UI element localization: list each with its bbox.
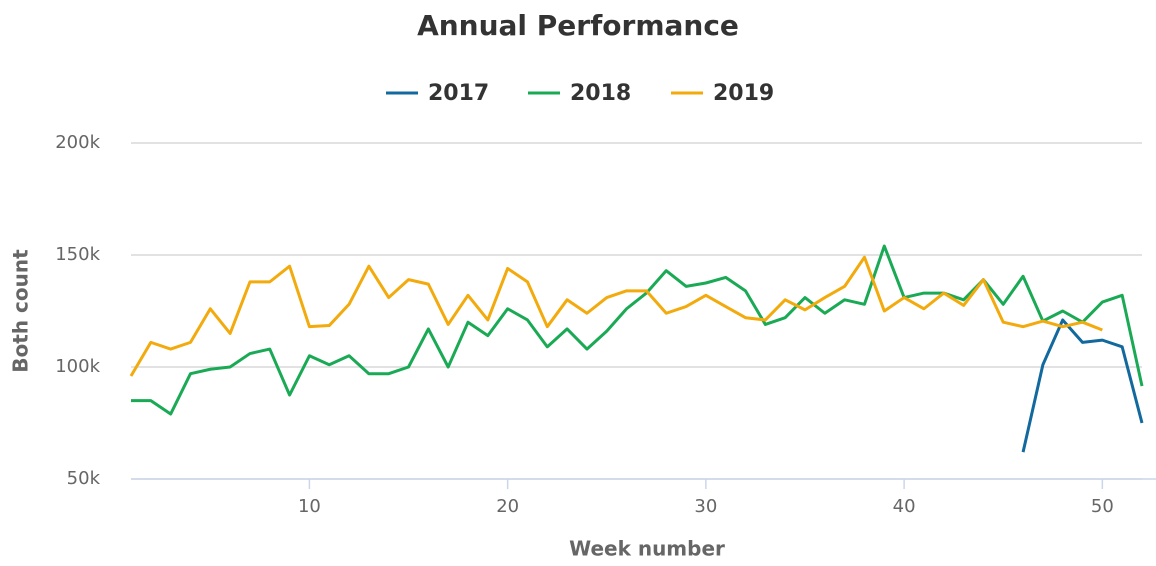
y-tick-label: 50k xyxy=(67,468,101,489)
legend-label: 2019 xyxy=(713,81,774,106)
legend-label: 2017 xyxy=(428,81,489,106)
line-series xyxy=(131,244,1144,416)
y-tick-label: 100k xyxy=(55,356,100,377)
x-tick-label: 50 xyxy=(1091,496,1114,517)
x-axis-label: Week number xyxy=(569,537,725,561)
chart-title: Annual Performance xyxy=(417,9,739,42)
line-series xyxy=(129,255,1103,377)
x-tick-label: 30 xyxy=(694,496,717,517)
x-tick-label: 40 xyxy=(893,496,916,517)
y-axis-label: Both count xyxy=(9,249,33,373)
x-tick-label: 10 xyxy=(298,496,321,517)
x-tick-label: 20 xyxy=(496,496,519,517)
line-series xyxy=(1021,318,1144,453)
y-tick-label: 200k xyxy=(55,132,100,153)
legend-label: 2018 xyxy=(570,81,631,106)
y-tick-label: 150k xyxy=(55,244,100,265)
